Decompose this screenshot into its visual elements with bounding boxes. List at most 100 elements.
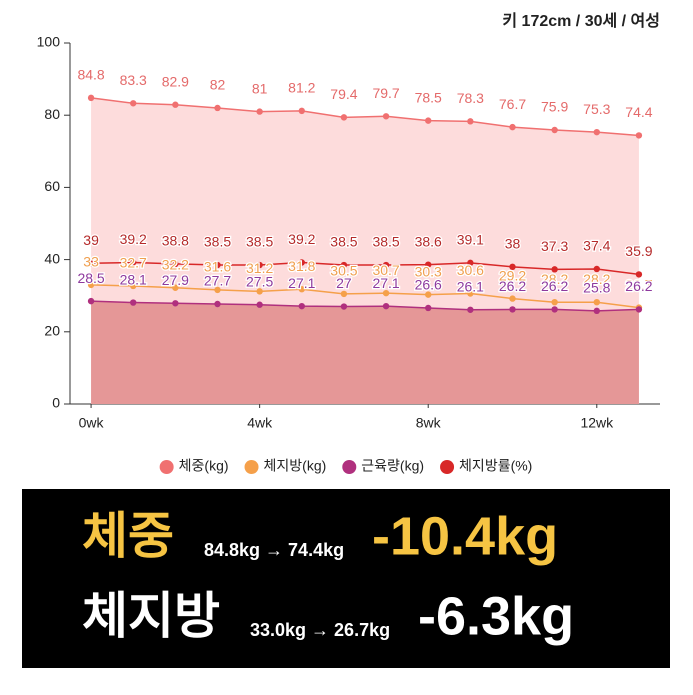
point	[635, 132, 643, 139]
line	[90, 97, 639, 137]
point	[214, 300, 221, 308]
data-label: 75.3	[583, 101, 610, 117]
data-label: 32.2	[162, 256, 189, 272]
point	[382, 261, 390, 269]
data-label: 33	[83, 254, 99, 270]
data-label: 38.5	[246, 234, 273, 250]
y-tick-label: 80	[44, 106, 60, 122]
summary-range: 84.8kg → 74.4kg	[204, 540, 344, 560]
point	[551, 266, 558, 273]
y-tick-label: 20	[44, 323, 60, 339]
point	[256, 108, 263, 115]
point	[593, 298, 600, 306]
legend-item: 체중(kg)	[159, 458, 229, 474]
point	[298, 259, 305, 266]
data-label: 28.5	[77, 270, 104, 286]
point	[130, 259, 137, 266]
data-label: 37.3	[541, 238, 568, 254]
legend-label: 체지방(kg)	[264, 458, 327, 474]
data-label: 74.4	[625, 104, 652, 120]
data-label: 79.7	[372, 85, 399, 101]
data-label: 75.9	[541, 99, 568, 115]
point	[593, 265, 600, 273]
data-label: 27.7	[204, 273, 231, 289]
data-label: 82.9	[162, 73, 189, 89]
data-label: 38.5	[204, 234, 231, 250]
summary-range: 33.0kg → 26.7kg	[250, 620, 390, 640]
data-label: 30.7	[372, 262, 399, 278]
data-label: 39.2	[120, 231, 147, 247]
point	[382, 302, 390, 310]
header: 키 172cm / 30세 / 여성	[502, 12, 660, 30]
legend-item: 근육량(kg)	[342, 458, 424, 474]
point	[87, 94, 95, 102]
legend-label: 체중(kg)	[179, 458, 229, 474]
legend-marker	[440, 460, 455, 474]
point	[214, 104, 221, 112]
point	[87, 297, 95, 305]
y-tick-label: 0	[52, 395, 60, 411]
data-label: 26.7	[625, 276, 652, 292]
point	[172, 101, 179, 108]
point	[425, 291, 432, 298]
area	[91, 301, 639, 404]
x-tick-label: 12wk	[580, 415, 614, 431]
point	[467, 306, 474, 313]
point	[635, 271, 643, 278]
data-label: 28.1	[120, 271, 147, 287]
summary-box	[22, 489, 670, 668]
data-label: 30.3	[415, 263, 442, 279]
legend: 체중(kg) 체지방(kg) 근육량(kg) 체지방률(%)	[159, 458, 532, 474]
data-label: 30.5	[330, 263, 357, 279]
summary-label: 체지방	[82, 588, 220, 644]
data-label: 37.4	[583, 238, 610, 254]
point	[425, 261, 432, 268]
point	[425, 304, 432, 312]
point	[340, 114, 348, 121]
data-label: 29.2	[499, 267, 526, 283]
point	[509, 263, 516, 271]
line	[91, 284, 640, 309]
point	[382, 289, 390, 297]
data-label: 84.8	[77, 67, 104, 83]
data-label: 39	[83, 232, 99, 248]
data-label: 38.8	[162, 233, 189, 249]
data-label: 28.2	[541, 271, 568, 287]
data-label: 26.1	[457, 278, 484, 294]
point	[130, 299, 137, 306]
y-tick-label: 100	[37, 34, 61, 50]
data-label: 35.9	[625, 243, 652, 259]
point	[593, 307, 600, 315]
point	[340, 290, 348, 298]
legend-marker	[244, 460, 259, 474]
line	[91, 300, 639, 312]
data-label: 81	[252, 80, 268, 96]
data-label: 25.8	[583, 280, 610, 296]
data-label: 31.6	[204, 259, 231, 275]
data-label: 31.8	[288, 258, 315, 274]
data-label: 27.1	[288, 275, 315, 291]
data-label: 82	[210, 77, 226, 93]
point	[172, 284, 179, 291]
data-label: 38.5	[330, 234, 357, 250]
point	[467, 118, 474, 125]
y-tick-label: 60	[44, 178, 60, 194]
data-label: 78.5	[415, 89, 442, 105]
point	[87, 260, 95, 267]
data-label: 79.4	[330, 86, 357, 102]
data-label: 32.7	[120, 255, 147, 271]
data-label: 27.9	[162, 272, 189, 288]
legend-item: 체지방(kg)	[244, 458, 327, 474]
point	[130, 100, 137, 107]
point	[340, 261, 348, 269]
data-label: 38.5	[372, 234, 399, 250]
data-label: 27.5	[246, 273, 273, 289]
point	[509, 123, 516, 131]
data-label: 26.2	[541, 278, 568, 294]
summary-change: -6.3kg	[418, 586, 574, 646]
y-tick-label: 40	[44, 250, 60, 266]
data-label: 83.3	[120, 72, 147, 88]
data-label: 28.2	[583, 271, 610, 287]
plot: 0 20 40 60 80 100 0wk 4wk 8wk 12wk 84.8 83.3 82.9 82 8…	[37, 34, 660, 431]
